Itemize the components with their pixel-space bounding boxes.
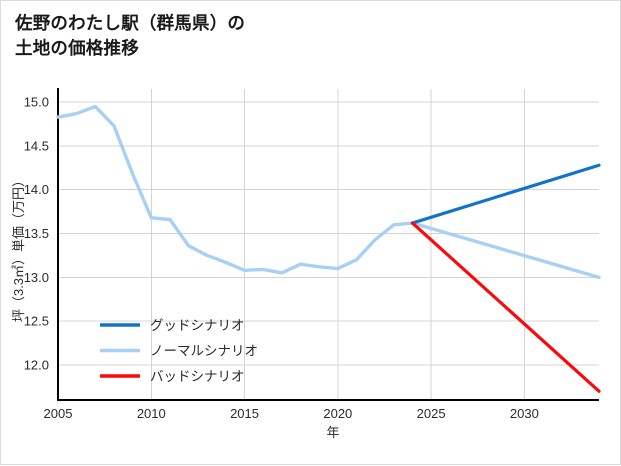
y-tick-label: 13.5 [24, 226, 49, 241]
data-series-group [56, 104, 601, 393]
x-tick-label: 2020 [323, 406, 352, 421]
x-tick-labels: 2005 2010 2015 2020 2025 2030 [44, 406, 539, 421]
x-tick-label: 2010 [137, 406, 166, 421]
series-line-bad [410, 221, 601, 393]
axis-lines [57, 88, 599, 401]
series-line-good [410, 163, 601, 225]
x-axis-title: 年 [326, 425, 339, 440]
y-tick-labels: 12.0 12.5 13.0 13.5 14.0 14.5 15.0 [24, 95, 49, 373]
legend-label-normal: ノーマルシナリオ [150, 344, 258, 359]
y-tick-label: 15.0 [24, 95, 49, 110]
legend-label-good: グッドシナリオ [150, 318, 245, 333]
chart-title: 佐野のわたし駅（群馬県）の 土地の価格推移 [15, 13, 246, 59]
x-tick-label: 2005 [44, 406, 73, 421]
y-tick-label: 12.5 [24, 314, 49, 329]
x-gridlines [57, 89, 525, 400]
y-tick-label: 13.0 [24, 270, 49, 285]
series-line-normal [56, 104, 601, 280]
y-tick-label: 14.0 [24, 182, 49, 197]
y-axis-title: 坪（3.3㎡）単価（万円） [11, 174, 26, 322]
y-tick-label: 12.0 [24, 357, 49, 372]
x-tick-label: 2025 [417, 406, 446, 421]
x-tick-label: 2030 [510, 406, 539, 421]
legend-label-bad: バッドシナリオ [150, 369, 245, 384]
x-tick-label: 2015 [230, 406, 259, 421]
y-gridlines [58, 101, 599, 366]
y-tick-label: 14.5 [24, 138, 49, 153]
